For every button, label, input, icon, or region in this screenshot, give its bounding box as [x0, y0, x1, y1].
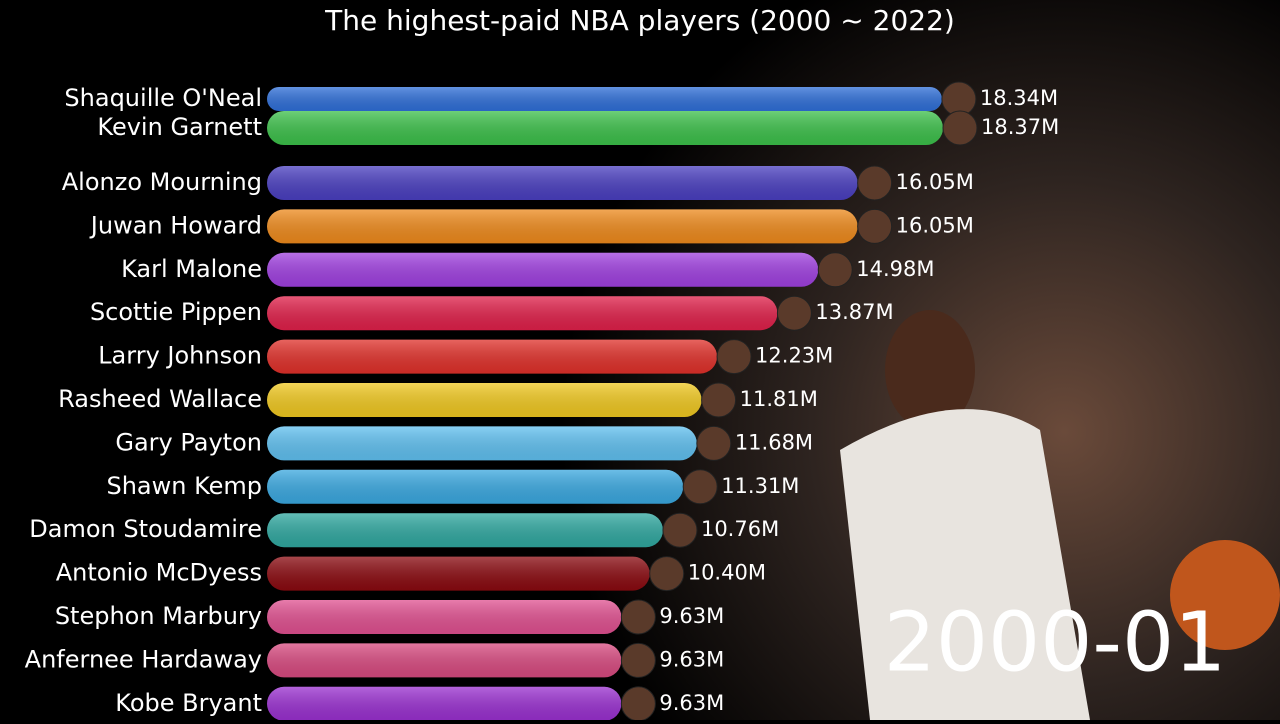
- bar-shine: [267, 513, 663, 548]
- category-label: Larry Johnson: [98, 342, 262, 370]
- value-label: 10.40M: [688, 561, 766, 585]
- player-avatar: [701, 382, 737, 418]
- category-label: Scottie Pippen: [90, 298, 262, 326]
- bar-shine: [267, 166, 858, 200]
- value-label: 13.87M: [815, 300, 893, 324]
- player-avatar: [817, 252, 853, 288]
- player-avatar: [620, 642, 656, 678]
- bar-shine: [267, 643, 622, 678]
- value-label: 18.34M: [980, 86, 1058, 110]
- value-label: 9.63M: [659, 691, 724, 715]
- period-label: 2000-01: [884, 595, 1227, 690]
- value-label: 10.76M: [701, 517, 779, 541]
- player-avatar: [696, 425, 732, 461]
- bar-shine: [267, 600, 622, 634]
- bar-shine: [267, 469, 684, 504]
- player-avatar: [620, 686, 656, 722]
- bar-shine: [267, 383, 702, 417]
- category-label: Shawn Kemp: [106, 472, 262, 500]
- category-label: Gary Payton: [115, 428, 262, 456]
- category-label: Juwan Howard: [89, 211, 262, 239]
- value-label: 11.68M: [735, 430, 813, 454]
- player-avatar: [857, 208, 893, 244]
- player-avatar: [857, 165, 893, 201]
- value-label: 14.98M: [856, 257, 934, 281]
- value-label: 18.37M: [981, 115, 1059, 139]
- player-avatar: [682, 469, 718, 505]
- chart-title: The highest-paid NBA players (2000 ~ 202…: [324, 4, 955, 37]
- category-label: Antonio McDyess: [56, 559, 262, 587]
- player-avatar: [776, 295, 812, 331]
- bar-shine: [267, 686, 622, 721]
- value-label: 16.05M: [896, 170, 974, 194]
- value-label: 16.05M: [896, 213, 974, 237]
- category-label: Karl Malone: [121, 255, 262, 283]
- player-avatar: [620, 599, 656, 635]
- value-label: 11.31M: [721, 474, 799, 498]
- player-avatar: [942, 110, 978, 146]
- bar-shine: [267, 87, 942, 111]
- bar-shine: [267, 209, 858, 244]
- player-avatar: [649, 556, 685, 592]
- category-label: Damon Stoudamire: [29, 515, 262, 543]
- value-label: 12.23M: [755, 344, 833, 368]
- value-label: 9.63M: [659, 604, 724, 628]
- value-label: 9.63M: [659, 647, 724, 671]
- category-label: Kevin Garnett: [97, 113, 262, 141]
- player-avatar: [716, 339, 752, 375]
- bar-shine: [267, 252, 819, 287]
- category-label: Alonzo Mourning: [62, 168, 262, 196]
- category-label: Shaquille O'Neal: [64, 84, 262, 112]
- category-label: Stephon Marbury: [55, 602, 262, 630]
- bar-shine: [267, 296, 778, 331]
- photo-player-head: [885, 310, 975, 430]
- bar-shine: [267, 426, 697, 461]
- category-label: Rasheed Wallace: [58, 385, 262, 413]
- photo-ball: [1170, 540, 1280, 650]
- category-label: Kobe Bryant: [115, 689, 262, 717]
- bar-shine: [267, 556, 650, 591]
- player-avatar: [662, 512, 698, 548]
- category-label: Anfernee Hardaway: [25, 645, 262, 673]
- bar-shine: [267, 111, 943, 145]
- photo-player-jersey: [840, 409, 1090, 720]
- value-label: 11.81M: [740, 387, 818, 411]
- bar-shine: [267, 339, 718, 374]
